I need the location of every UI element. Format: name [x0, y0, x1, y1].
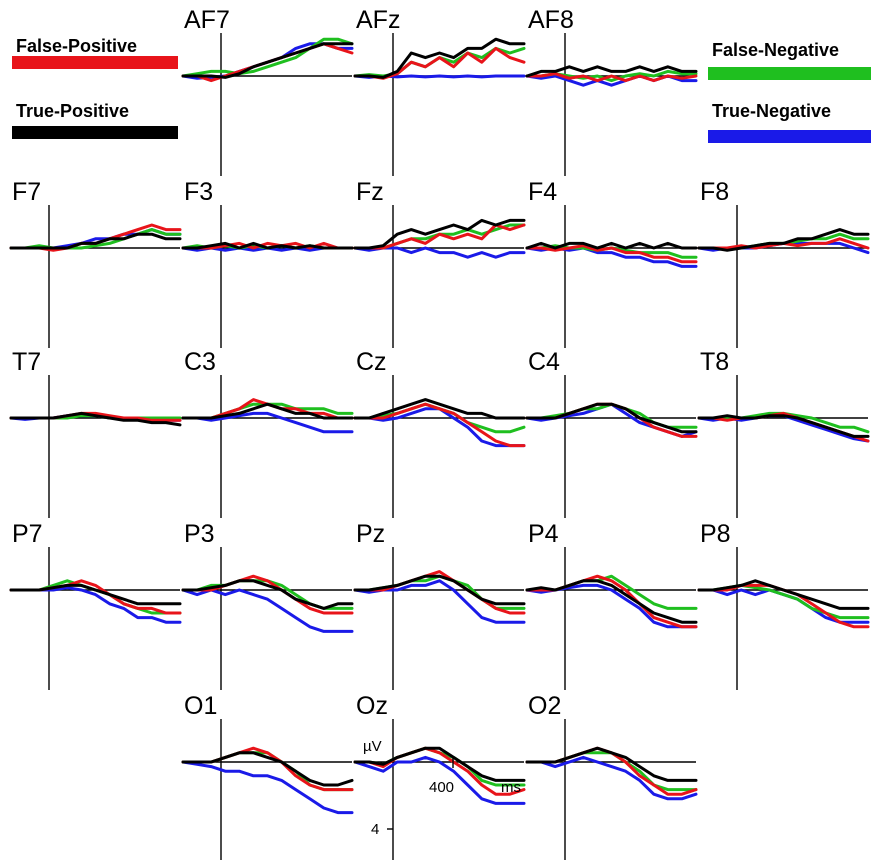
legend-swatch-true-positive	[12, 126, 178, 139]
channel-label-cz: Cz	[356, 348, 387, 376]
channel-label-o2: O2	[528, 692, 561, 720]
waveform-p7-true-positive	[9, 583, 182, 606]
channel-label-p4: P4	[528, 520, 559, 548]
waveform-c4-false-negative	[525, 402, 698, 429]
y-tick-label: 4	[371, 821, 379, 838]
waveform-o1-true-negative	[181, 760, 354, 815]
waveform-p8-true-positive	[697, 579, 870, 610]
waveform-c3-true-positive	[181, 402, 354, 420]
waveform-afz-true-positive	[353, 37, 526, 79]
waveform-c4-true-positive	[525, 402, 698, 434]
waveform-f4-true-positive	[525, 241, 698, 250]
waveform-oz-true-negative	[353, 755, 526, 805]
channel-label-p7: P7	[12, 520, 43, 548]
waveform-o2-true-positive	[525, 746, 698, 782]
waveform-p7-false-positive	[9, 579, 182, 615]
waveform-p8-false-positive	[697, 583, 870, 629]
waveform-cz-false-positive	[353, 402, 526, 448]
waveform-f8-true-positive	[697, 228, 870, 252]
waveform-t7-true-positive	[9, 411, 182, 427]
legend-label-true-negative: True-Negative	[712, 101, 831, 121]
channel-label-f4: F4	[528, 178, 557, 206]
waveform-o1-true-positive	[181, 751, 354, 787]
channel-label-fz: Fz	[356, 178, 384, 206]
channel-label-pz: Pz	[356, 520, 385, 548]
waveform-fz-true-positive	[353, 218, 526, 250]
channel-label-t7: T7	[12, 348, 41, 376]
channel-label-afz: AFz	[356, 6, 400, 34]
waveform-cz-true-positive	[353, 398, 526, 420]
waveform-c3-false-negative	[181, 402, 354, 420]
y-unit-label: µV	[363, 738, 382, 755]
legend-swatch-false-positive	[12, 56, 178, 69]
channel-label-p8: P8	[700, 520, 731, 548]
waveform-af8-false-positive	[525, 72, 698, 83]
waveform-c4-false-positive	[525, 402, 698, 438]
waveform-p3-false-positive	[181, 574, 354, 615]
channel-label-af8: AF8	[528, 6, 574, 34]
waveform-p3-true-positive	[181, 579, 354, 610]
channel-label-t8: T8	[700, 348, 729, 376]
channel-label-c4: C4	[528, 348, 560, 376]
waveform-p3-true-negative	[181, 588, 354, 633]
channel-label-c3: C3	[184, 348, 216, 376]
waveform-af7-false-negative	[181, 37, 354, 78]
waveform-pz-false-positive	[353, 570, 526, 615]
waveform-pz-true-positive	[353, 574, 526, 606]
waveform-oz-false-positive	[353, 746, 526, 796]
waveform-f3-true-positive	[181, 241, 354, 250]
channel-label-f3: F3	[184, 178, 213, 206]
waveform-af7-true-positive	[181, 42, 354, 79]
channel-label-f8: F8	[700, 178, 729, 206]
waveform-f7-true-positive	[9, 232, 182, 250]
waveform-f7-false-negative	[9, 228, 182, 250]
waveform-p4-true-negative	[525, 583, 698, 629]
legend-swatch-false-negative	[708, 67, 871, 80]
channel-label-af7: AF7	[184, 6, 230, 34]
waveform-f3-false-positive	[181, 241, 354, 250]
legend-swatch-true-negative	[708, 130, 871, 143]
x-unit-label: ms	[501, 779, 521, 796]
waveform-c3-true-negative	[181, 411, 354, 434]
channel-label-f7: F7	[12, 178, 41, 206]
waveform-f4-false-positive	[525, 244, 698, 264]
waveform-o2-true-negative	[525, 755, 698, 801]
legend-label-false-negative: False-Negative	[712, 40, 839, 60]
waveform-o1-false-positive	[181, 746, 354, 792]
waveform-t8-true-positive	[697, 414, 870, 438]
waveform-o2-false-positive	[525, 746, 698, 796]
waveform-o2-false-negative	[525, 751, 698, 792]
waveform-p4-true-positive	[525, 579, 698, 624]
legend-label-false-positive: False-Positive	[16, 36, 137, 56]
legend-label-true-positive: True-Positive	[16, 101, 129, 121]
channel-label-p3: P3	[184, 520, 215, 548]
channel-label-o1: O1	[184, 692, 217, 720]
waveform-af8-true-positive	[525, 65, 698, 78]
channel-label-oz: Oz	[356, 692, 388, 720]
waveform-oz-true-positive	[353, 746, 526, 782]
x-tick-label: 400	[429, 779, 454, 796]
